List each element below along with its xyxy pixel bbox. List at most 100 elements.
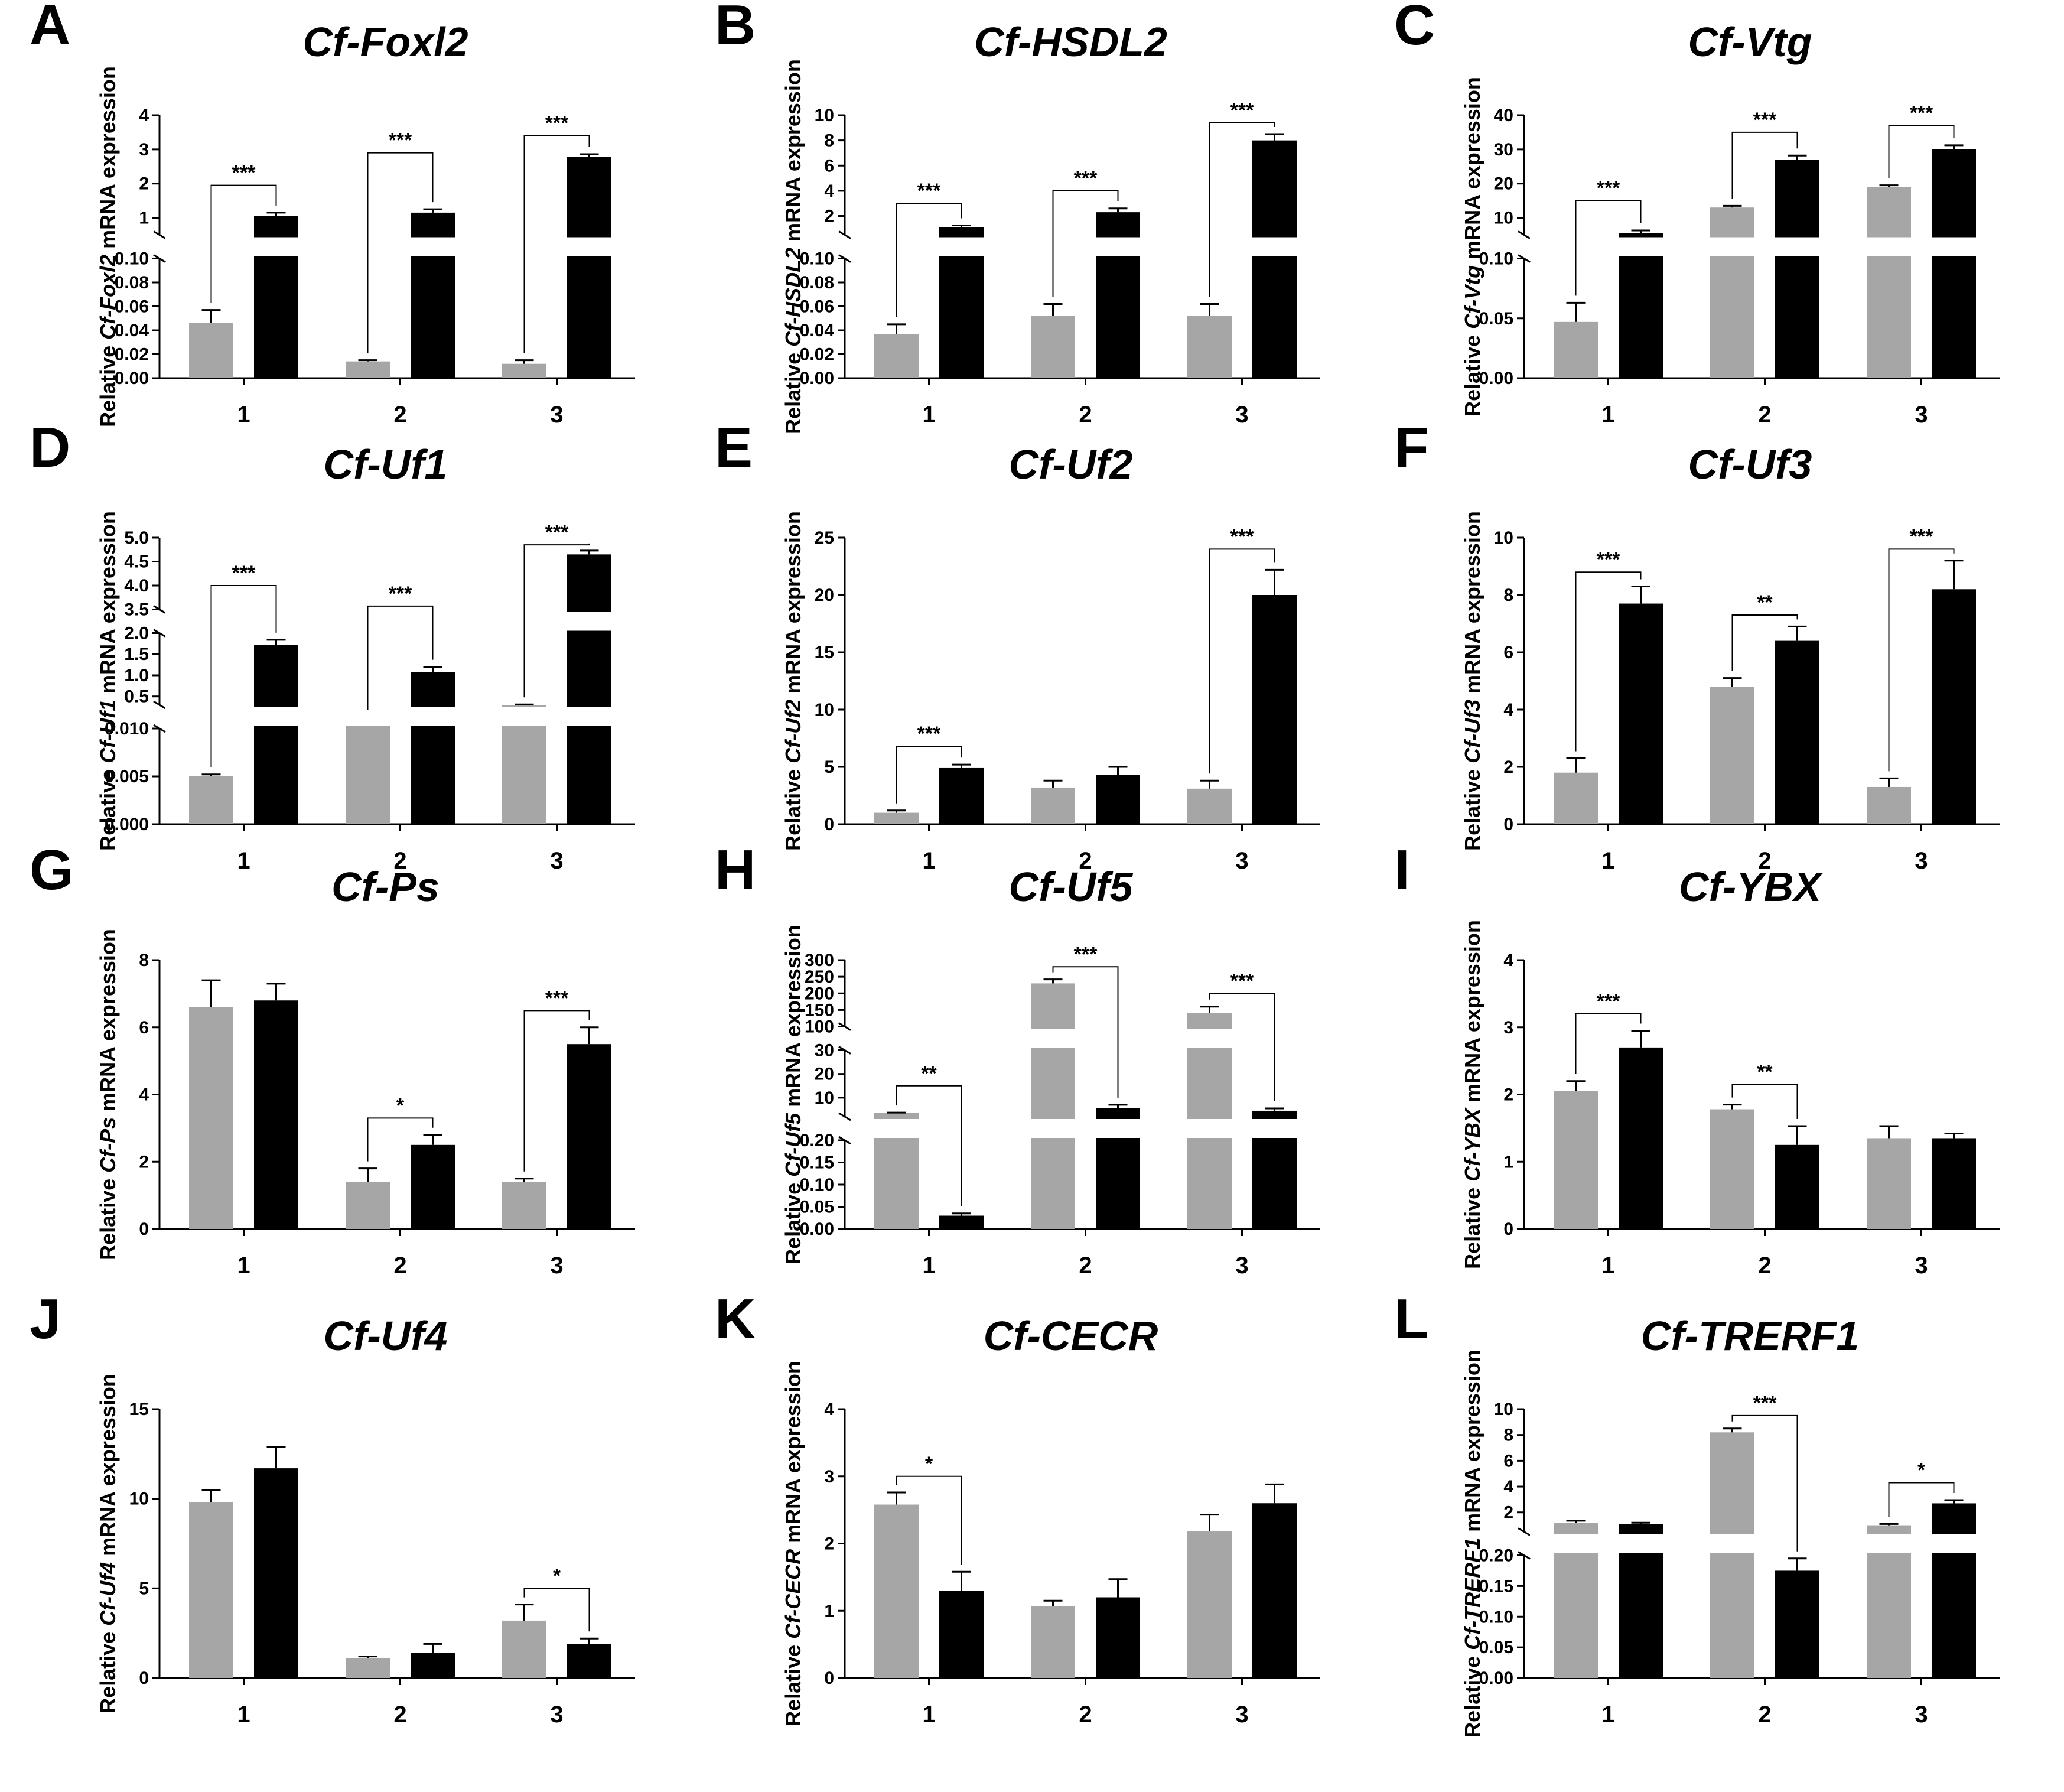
bar-black [254,645,298,824]
bar-black [1619,233,1663,378]
bar-grey [874,812,919,824]
x-tick-label: 1 [1601,1702,1614,1728]
bar-grey [502,1620,546,1678]
significance-bracket [896,203,962,317]
bar-grey [1710,1432,1754,1678]
y-tick-label: 0 [1503,1219,1513,1239]
x-tick-label: 2 [1079,1253,1092,1279]
panel-title: Cf-Foxl2 [303,19,468,65]
x-tick-label: 3 [1915,848,1928,874]
bar-black [567,1644,611,1678]
axis-break-mark [838,1046,851,1055]
bar-grey [1187,788,1232,824]
bar-black [411,1653,455,1678]
bar-grey [1867,1138,1911,1229]
y-tick-label: 10 [1494,528,1513,548]
significance-bracket [1575,1013,1642,1074]
y-tick-label: 0.08 [115,273,149,292]
panel-i: I Cf-YBX Relative Cf-YBX mRNA expression 0 1… [1394,838,2000,1279]
y-tick-label: 4 [139,1085,149,1105]
x-tick-label: 3 [1235,1702,1248,1728]
y-tick-label: 8 [139,951,149,970]
y-tick-label: 10 [1494,209,1513,228]
significance-label: *** [545,987,569,1009]
x-tick-label: 2 [1079,402,1092,428]
bar-black [1775,160,1819,378]
panel-title: Cf-Uf5 [1009,864,1134,910]
y-tick-label: 0.010 [105,719,149,739]
significance-label: *** [1753,109,1777,131]
x-tick-label: 3 [1235,848,1248,874]
significance-label: *** [1597,990,1620,1013]
significance-bracket [1575,200,1642,296]
x-tick-label: 3 [1915,402,1928,428]
significance-bracket [1052,966,1119,1098]
panel-letter: G [30,838,74,902]
panel-a: A Cf-Foxl2 Relative Cf-Foxl2 mRNA expressi… [30,0,635,428]
y-tick-label: 0.00 [800,1219,834,1239]
x-tick-label: 1 [237,1702,250,1728]
significance-bracket [1888,548,1955,772]
panel-k: K Cf-CECR Relative Cf-CECR mRNA expression… [715,1287,1320,1728]
y-tick-label: 0.10 [1479,249,1513,269]
y-tick-label: 6 [1503,643,1513,662]
bar-black [939,767,984,824]
y-tick-label: 2 [1503,1085,1513,1105]
significance-bracket [1209,548,1275,774]
y-tick-label: 250 [805,967,834,987]
significance-label: *** [1910,102,1933,124]
y-tick-label: 1.0 [124,666,149,685]
y-tick-label: 4 [824,181,834,201]
x-tick-label: 3 [1235,1253,1248,1279]
significance-label: ** [921,1062,937,1085]
y-tick-label: 0.05 [800,1198,834,1217]
y-tick-label: 200 [805,984,834,1003]
panel-j: J Cf-Uf4 Relative Cf-Uf4 mRNA expression 0 5… [30,1287,635,1728]
y-tick-label: 10 [1494,1400,1513,1419]
x-tick-label: 3 [1915,1702,1928,1728]
significance-bracket [1731,1414,1798,1552]
significance-bracket [1731,1084,1798,1119]
axis-break-mark [153,724,166,733]
x-tick-label: 2 [393,1702,406,1728]
y-axis-label: Relative Cf-Uf1 mRNA expression [96,511,120,851]
x-tick-label: 3 [550,848,563,874]
y-tick-label: 15 [129,1400,149,1419]
y-tick-label: 4 [1503,700,1513,720]
bar-grey [874,334,919,378]
significance-label: *** [1597,548,1620,571]
significance-label: ** [1757,1061,1773,1083]
y-tick-label: 0.10 [800,249,834,269]
significance-label: *** [1230,99,1254,122]
significance-bracket [1731,614,1798,671]
y-tick-label: 10 [815,106,834,125]
panel-e: E Cf-Uf2 Relative Cf-Uf2 mRNA expression 0 5… [715,416,1320,874]
significance-label: *** [389,583,412,605]
x-tick-label: 2 [1758,1253,1771,1279]
bar-black [1932,149,1976,378]
panel-letter: I [1394,838,1410,902]
y-tick-label: 4 [1503,1477,1513,1497]
y-tick-label: 3.5 [124,600,149,620]
bar-grey [189,1502,233,1678]
significance-label: *** [1230,525,1254,548]
significance-bracket [367,152,434,353]
y-axis-label: Relative Cf-Uf5 mRNA expression [781,925,805,1264]
y-tick-label: 4.5 [124,552,149,572]
significance-bracket [896,1085,962,1206]
y-tick-label: 0.05 [1479,1638,1513,1657]
panel-title: Cf-Vtg [1688,19,1812,65]
axis-break-gap [1530,1534,2000,1553]
x-tick-label: 3 [550,1253,563,1279]
panel-title: Cf-CECR [984,1313,1158,1359]
bar-black [1775,640,1819,824]
x-tick-label: 1 [922,848,935,874]
y-tick-label: 0.06 [115,297,149,317]
bar-grey [1031,1606,1075,1678]
panel-letter: B [715,0,756,57]
y-tick-label: 0.02 [800,345,834,365]
y-tick-label: 5.0 [124,528,149,548]
significance-bracket [523,1010,590,1172]
y-tick-label: 2 [824,207,834,226]
